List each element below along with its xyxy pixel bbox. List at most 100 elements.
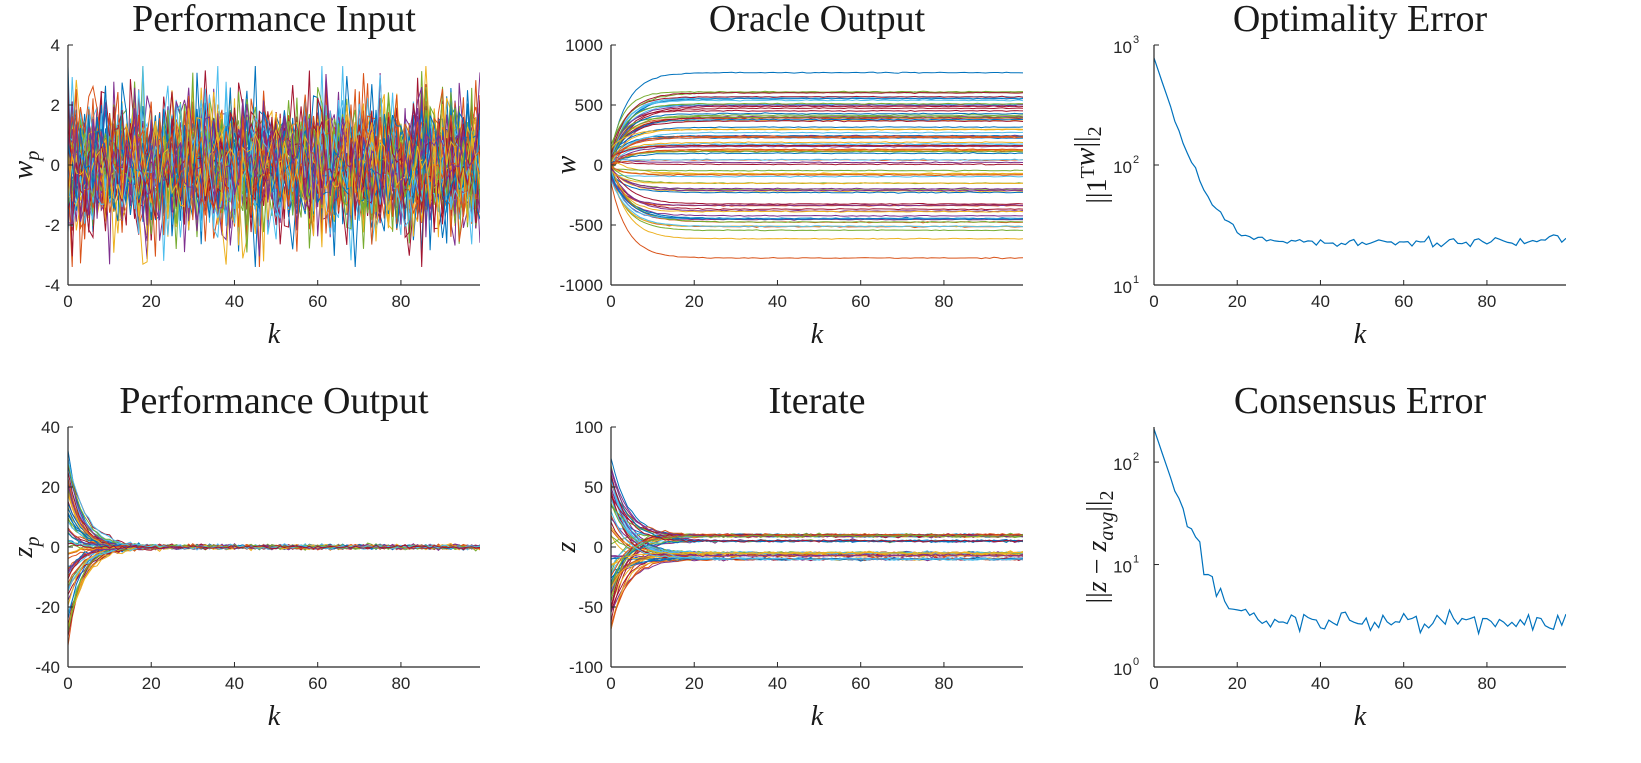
series-line	[611, 135, 1023, 170]
series-line	[611, 473, 1023, 558]
x-tick-label: 0	[606, 674, 615, 693]
y-tick-label: 10	[1113, 660, 1132, 679]
series-line	[611, 107, 1023, 165]
series-line	[611, 167, 1023, 176]
series-line	[611, 532, 1023, 609]
x-axis-label: k	[1354, 319, 1367, 350]
series-line	[611, 533, 1023, 609]
series-line	[611, 95, 1023, 150]
series-line	[611, 165, 1023, 177]
series-line	[68, 484, 480, 550]
y-tick-label: 0	[594, 156, 603, 175]
series-line	[611, 182, 1023, 260]
x-tick-label: 0	[606, 292, 615, 311]
series-line	[611, 533, 1023, 630]
series-line	[611, 149, 1023, 162]
series-line	[611, 534, 1023, 596]
series-line	[611, 179, 1023, 228]
x-tick-label: 20	[142, 292, 161, 311]
y-axis-label: ||1Tw||2	[1070, 126, 1113, 203]
series-line	[611, 476, 1023, 558]
series-line	[611, 534, 1023, 611]
series-line	[68, 544, 480, 633]
x-tick-label: 0	[63, 674, 72, 693]
y-tick-label: 1000	[565, 36, 603, 55]
y-axis-label: z	[551, 541, 582, 553]
panel-title: Performance Input	[132, 0, 416, 40]
y-tick-label: 100	[575, 418, 603, 437]
series-line	[68, 544, 480, 637]
series-line	[611, 476, 1023, 561]
x-tick-label: 20	[685, 292, 704, 311]
series-line	[68, 543, 480, 614]
series-line	[611, 145, 1023, 166]
series-line	[611, 105, 1023, 157]
x-tick-label: 80	[391, 674, 410, 693]
series-line	[611, 510, 1023, 561]
series-line	[611, 176, 1023, 207]
series-line	[611, 534, 1023, 622]
x-tick-label: 40	[768, 292, 787, 311]
series-line	[611, 114, 1023, 162]
error-line	[1154, 428, 1566, 636]
series-line	[611, 495, 1023, 539]
y-axis-label: zp	[8, 537, 44, 559]
y-tick-label: 0	[51, 156, 60, 175]
series-line	[68, 459, 480, 550]
series-line	[68, 544, 480, 591]
series-line	[68, 490, 480, 551]
x-tick-label: 40	[225, 674, 244, 693]
y-tick-label: 20	[41, 478, 60, 497]
series-line	[611, 502, 1023, 555]
series-line	[611, 104, 1023, 154]
series-line	[68, 86, 480, 238]
series-line	[611, 160, 1023, 166]
y-tick-label: -4	[45, 276, 60, 295]
series-line	[611, 458, 1023, 538]
x-tick-label: 20	[142, 674, 161, 693]
series-line	[611, 487, 1023, 556]
panel-title: Consensus Error	[1234, 380, 1487, 422]
y-tick-exponent: 2	[1133, 451, 1139, 463]
y-tick-label: 50	[584, 478, 603, 497]
y-tick-label: -40	[35, 658, 60, 677]
series-line	[611, 90, 1023, 151]
x-tick-label: 20	[1228, 674, 1247, 693]
series-line	[611, 154, 1023, 164]
series-line	[611, 539, 1023, 587]
series-line	[611, 473, 1023, 543]
y-tick-label: 10	[1113, 558, 1132, 577]
x-tick-label: 40	[1311, 292, 1330, 311]
x-tick-label: 80	[934, 292, 953, 311]
series-line	[611, 553, 1023, 613]
series-line	[611, 150, 1023, 170]
x-tick-label: 20	[685, 674, 704, 693]
series-line	[68, 544, 480, 595]
panel-iterate: 0 20 40 60 80 100 50 0 -50 -100 Iterate k z	[551, 380, 1023, 732]
x-tick-label: 0	[1149, 292, 1158, 311]
x-axis-label: k	[268, 319, 281, 350]
x-axis-label: k	[1354, 701, 1367, 732]
series-line	[611, 170, 1023, 221]
series-group	[611, 458, 1023, 630]
series-line	[611, 477, 1023, 543]
series-line	[68, 488, 480, 551]
series-line	[68, 483, 480, 550]
series-line	[611, 493, 1023, 558]
series-group	[1154, 57, 1566, 248]
series-line	[68, 459, 480, 550]
x-tick-label: 60	[1394, 292, 1413, 311]
series-line	[611, 118, 1023, 161]
x-tick-label: 40	[1311, 674, 1330, 693]
x-tick-label: 60	[308, 674, 327, 693]
y-axis-label: wp	[8, 151, 44, 180]
series-line	[68, 461, 480, 551]
y-tick-label: -20	[35, 598, 60, 617]
y-tick-label: 0	[594, 538, 603, 557]
series-line	[68, 99, 480, 248]
x-tick-label: 20	[1228, 292, 1247, 311]
series-line	[611, 167, 1023, 192]
series-line	[611, 178, 1023, 217]
x-tick-label: 80	[934, 674, 953, 693]
